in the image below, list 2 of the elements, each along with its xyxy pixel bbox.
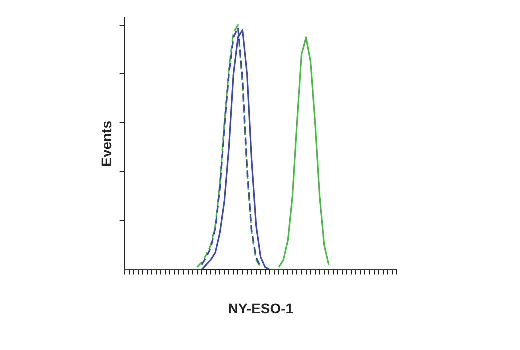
- y-axis-title: Events: [98, 120, 114, 167]
- x-axis-title: NY-ESO-1: [228, 300, 294, 316]
